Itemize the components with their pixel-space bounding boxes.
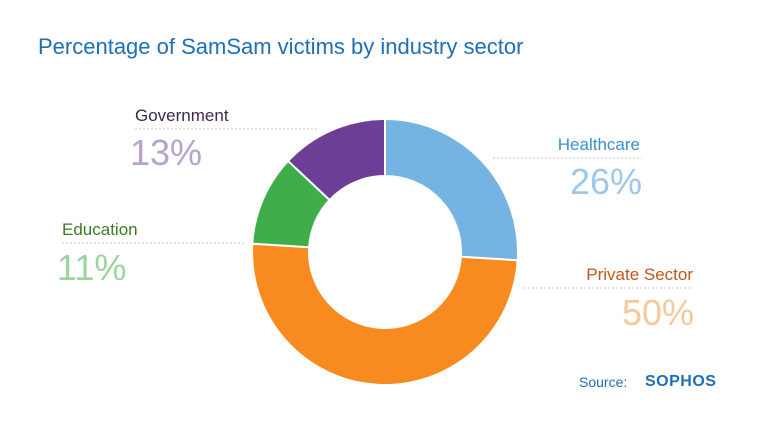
value-private-sector: 50% [622, 292, 694, 333]
value-healthcare: 26% [570, 161, 642, 202]
source-label: Source: [579, 374, 628, 390]
slice-private-sector [251, 242, 519, 386]
value-government: 13% [130, 132, 202, 173]
label-government: Government [135, 106, 229, 125]
value-education: 11% [57, 247, 126, 288]
sophos-logo: SOPHOS [645, 373, 717, 390]
chart-title: Percentage of SamSam victims by industry… [38, 34, 524, 59]
label-private-sector: Private Sector [586, 265, 693, 284]
label-healthcare: Healthcare [558, 135, 640, 154]
label-education: Education [62, 220, 138, 239]
slice-government [286, 117, 386, 202]
slice-healthcare [384, 117, 519, 262]
